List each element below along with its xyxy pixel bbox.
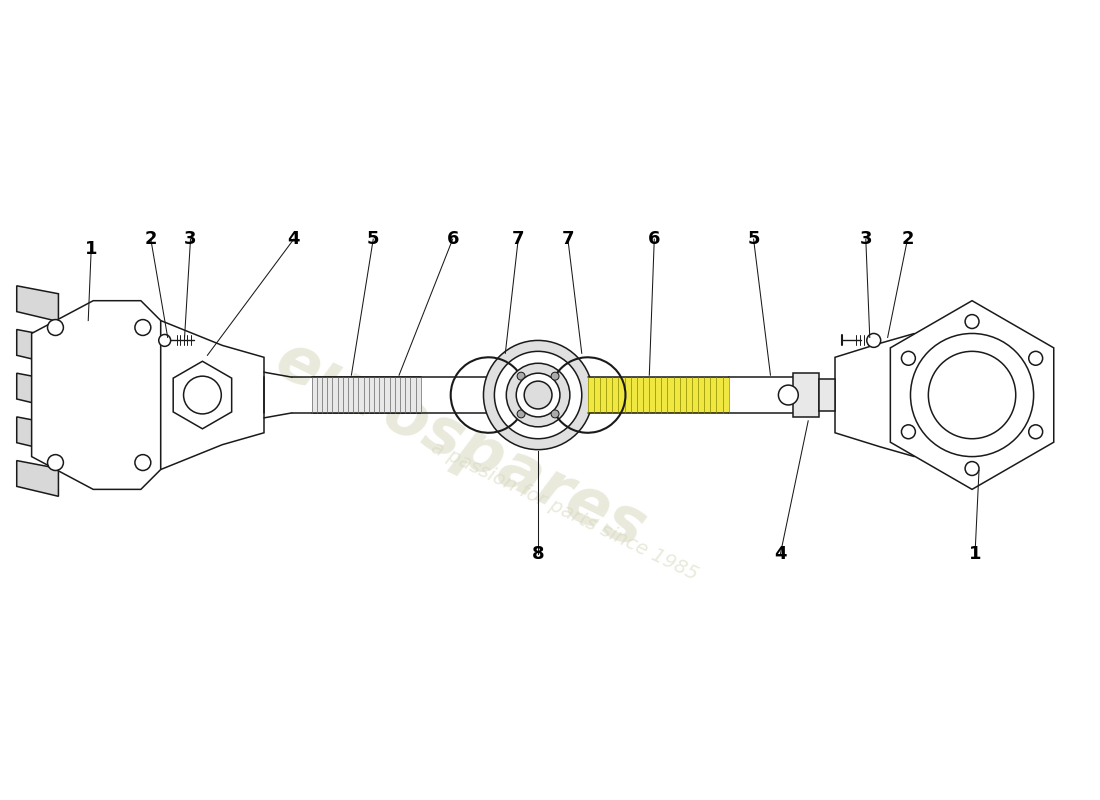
Circle shape xyxy=(158,334,170,346)
Circle shape xyxy=(47,454,64,470)
Polygon shape xyxy=(16,417,58,453)
Circle shape xyxy=(779,385,799,405)
Bar xyxy=(587,377,728,413)
Polygon shape xyxy=(32,301,161,490)
Text: 2: 2 xyxy=(144,230,157,248)
Bar xyxy=(793,373,820,417)
Circle shape xyxy=(551,410,559,418)
Text: 8: 8 xyxy=(531,545,544,563)
Polygon shape xyxy=(16,373,58,409)
Circle shape xyxy=(1028,425,1043,438)
Text: 7: 7 xyxy=(562,230,574,248)
Text: 5: 5 xyxy=(367,230,380,248)
Circle shape xyxy=(928,351,1015,438)
Circle shape xyxy=(494,351,582,438)
Polygon shape xyxy=(161,321,264,470)
Text: 6: 6 xyxy=(447,230,459,248)
Bar xyxy=(311,377,421,413)
Text: eurospares: eurospares xyxy=(265,328,656,561)
Circle shape xyxy=(484,341,593,450)
Circle shape xyxy=(525,381,552,409)
Circle shape xyxy=(47,319,64,335)
Circle shape xyxy=(551,372,559,380)
Text: 3: 3 xyxy=(185,230,197,248)
Circle shape xyxy=(1028,351,1043,366)
Text: 4: 4 xyxy=(287,230,300,248)
Circle shape xyxy=(517,410,525,418)
Polygon shape xyxy=(16,330,58,366)
Polygon shape xyxy=(835,334,914,457)
Text: 7: 7 xyxy=(512,230,525,248)
Circle shape xyxy=(867,334,881,347)
Circle shape xyxy=(965,314,979,329)
Polygon shape xyxy=(16,286,58,322)
Text: 2: 2 xyxy=(901,230,914,248)
Circle shape xyxy=(965,462,979,475)
Circle shape xyxy=(911,334,1034,457)
Text: 5: 5 xyxy=(747,230,760,248)
Polygon shape xyxy=(16,461,58,496)
Text: a passion for parts since 1985: a passion for parts since 1985 xyxy=(428,438,702,584)
Text: 3: 3 xyxy=(859,230,872,248)
Circle shape xyxy=(506,363,570,427)
Circle shape xyxy=(517,372,525,380)
Circle shape xyxy=(902,425,915,438)
Text: 4: 4 xyxy=(774,545,786,563)
Polygon shape xyxy=(173,362,232,429)
Circle shape xyxy=(135,454,151,470)
Circle shape xyxy=(516,373,560,417)
Circle shape xyxy=(902,351,915,366)
Bar xyxy=(820,379,835,411)
Circle shape xyxy=(184,376,221,414)
Text: 6: 6 xyxy=(648,230,660,248)
Polygon shape xyxy=(890,301,1054,490)
Circle shape xyxy=(135,319,151,335)
Text: 1: 1 xyxy=(969,545,981,563)
Text: 1: 1 xyxy=(85,240,98,258)
